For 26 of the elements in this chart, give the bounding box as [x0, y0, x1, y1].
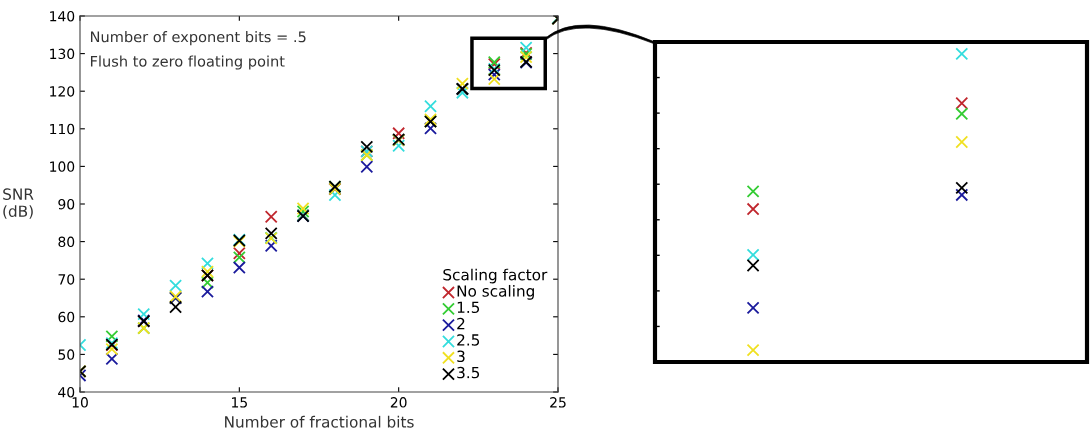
x-tick-label: 20 [390, 397, 407, 408]
y-tick-label: 80 [58, 236, 75, 248]
y-axis-title: SNR (dB) [3, 188, 34, 219]
y-tick-label: 40 [58, 386, 75, 398]
x-tick-label: 25 [550, 397, 566, 408]
legend-label: 2.5 [457, 334, 480, 346]
y-tick-label: 110 [50, 123, 75, 135]
y-tick-label: 70 [58, 274, 75, 285]
y-tick-label: 100 [50, 161, 75, 172]
legend-label: 2 [457, 317, 465, 330]
x-tick-label: 10 [72, 397, 88, 408]
annotation: Number of exponent bits = .5 [90, 31, 306, 46]
legend-title: Scaling factor [443, 268, 548, 284]
x-tick-label: 15 [232, 397, 247, 408]
y-tick-label: 120 [50, 86, 75, 97]
legend-label: 1.5 [457, 301, 480, 314]
legend-label: 3.5 [457, 366, 480, 379]
y-tick-label: 60 [58, 311, 75, 323]
y-tick-label: 90 [58, 198, 75, 210]
legend-label: 3 [457, 350, 465, 363]
annotation: Flush to zero floating point [90, 55, 285, 70]
x-axis-title: Number of fractional bits [225, 415, 414, 428]
y-tick-label: 130 [50, 48, 75, 60]
y-tick-label: 140 [50, 10, 75, 22]
legend-label: No scaling [457, 284, 534, 300]
y-tick-label: 50 [58, 349, 75, 360]
